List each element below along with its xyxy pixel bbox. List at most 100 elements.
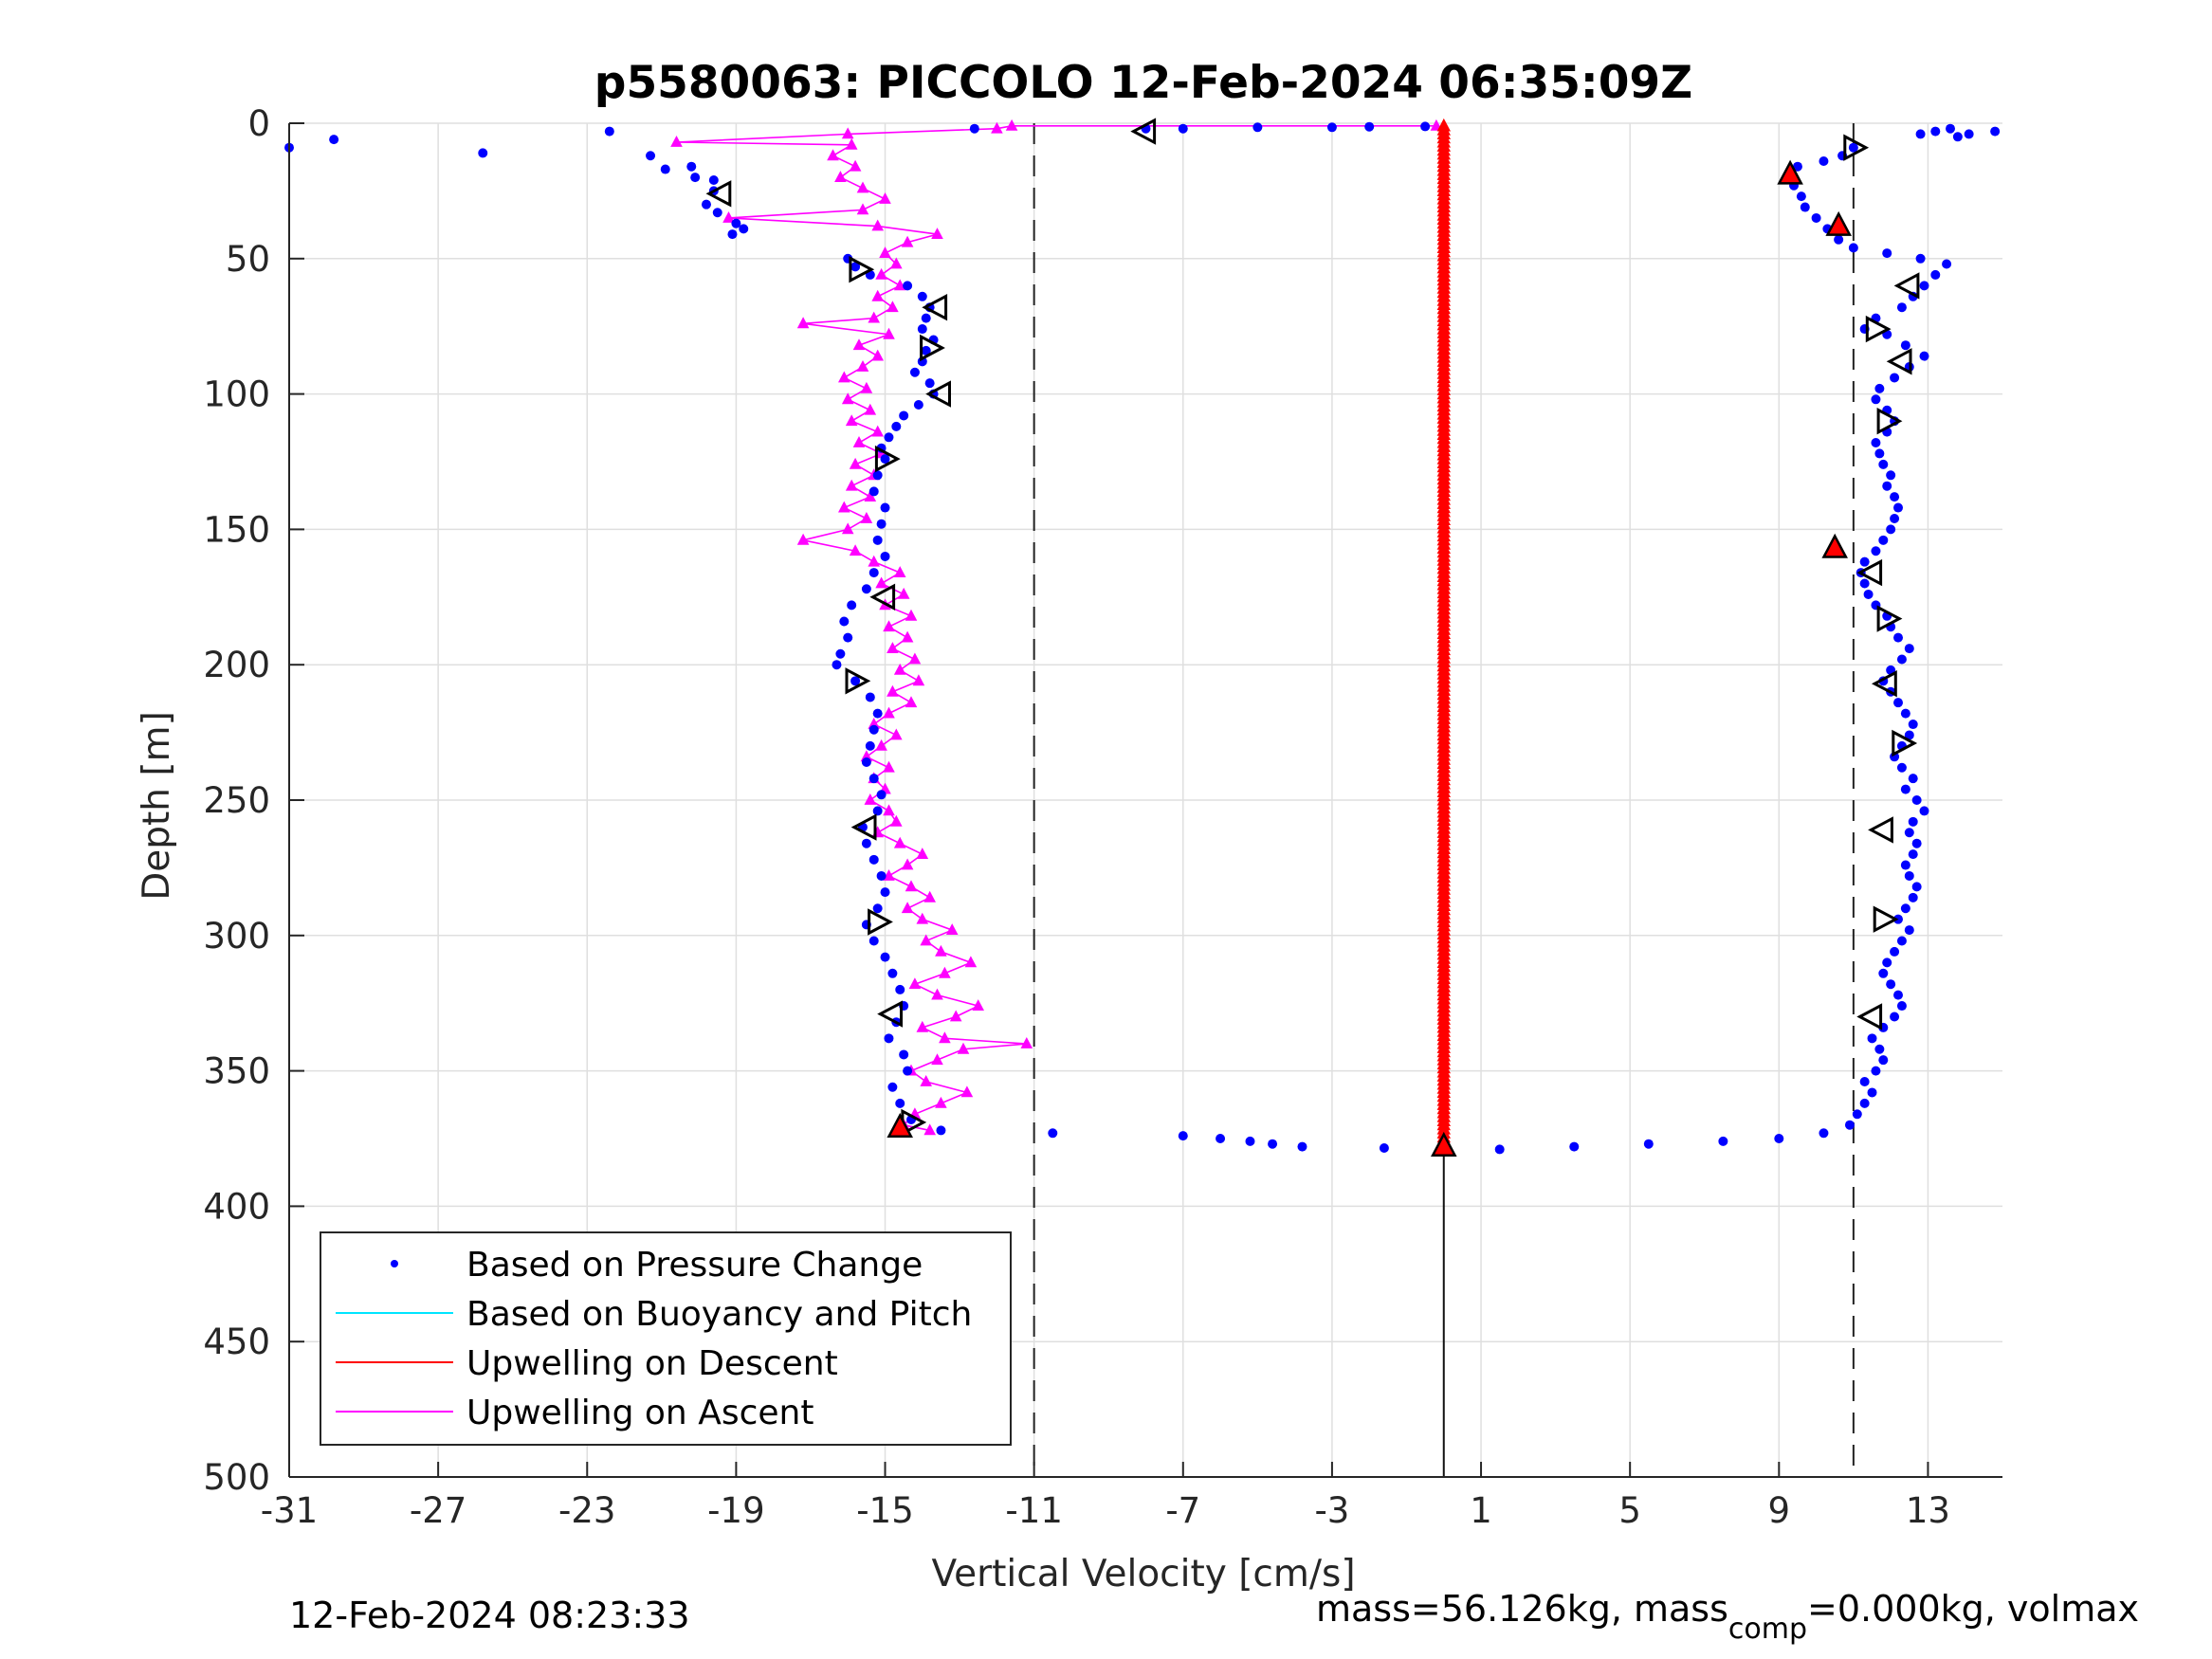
ascent-point (920, 934, 932, 946)
pressure-point (1908, 816, 1918, 827)
pressure-point (1946, 123, 1956, 134)
pressure-point (1859, 1098, 1870, 1108)
pressure-point (1882, 481, 1892, 491)
ascent-point (890, 257, 903, 269)
legend-box (320, 1231, 1012, 1446)
pressure-point (880, 502, 890, 513)
pressure-point (895, 984, 905, 994)
ascent-point (901, 235, 914, 247)
pressure-point (1904, 925, 1914, 936)
ascent-point (856, 360, 869, 372)
pressure-point (1326, 122, 1337, 133)
pressure-point (1871, 438, 1881, 448)
ascent-point (860, 512, 873, 523)
pressure-point (1930, 269, 1941, 280)
open-triangle-marker (1876, 408, 1903, 435)
x-tick-label: 9 (1768, 1490, 1791, 1531)
pressure-point (1890, 373, 1900, 383)
pressure-point (1494, 1144, 1505, 1155)
pressure-point (880, 454, 890, 465)
pressure-point (1844, 1120, 1855, 1130)
ascent-point (908, 977, 922, 990)
pressure-point (1718, 1136, 1728, 1146)
pressure-point (1871, 546, 1881, 556)
pressure-point (1893, 632, 1904, 643)
pressure-point (660, 164, 670, 174)
red-triangle-marker (887, 1112, 913, 1138)
ascent-point (890, 814, 903, 827)
ascent-point (991, 121, 1003, 134)
x-tick-label: -19 (707, 1490, 764, 1531)
ascent-point (834, 171, 847, 182)
y-tick-label: 450 (203, 1322, 270, 1362)
pressure-point (1863, 589, 1874, 599)
pressure-point (1379, 1142, 1389, 1153)
ascent-point (923, 1123, 936, 1136)
pressure-point (1900, 903, 1910, 914)
pressure-point (1896, 762, 1907, 773)
pressure-point (1252, 122, 1263, 133)
open-triangle-marker (874, 445, 901, 473)
mass-suffix: =0.000kg, volmax (1807, 1588, 2139, 1630)
ascent-point (897, 587, 910, 599)
ascent-point (841, 392, 854, 405)
open-triangle-marker (868, 908, 893, 936)
ascent-point (883, 706, 895, 719)
series-upwelling-on-ascent (670, 118, 1443, 1136)
pressure-point (1896, 654, 1907, 665)
pressure-point (1915, 129, 1926, 139)
pressure-point (921, 345, 931, 356)
ascent-point (908, 652, 922, 665)
x-tick-label: 1 (1470, 1490, 1492, 1531)
pressure-point (847, 600, 857, 611)
legend-label: Based on Pressure Change (466, 1246, 923, 1285)
pressure-point (1268, 1139, 1278, 1149)
ascent-point (931, 228, 943, 239)
pressure-point (1800, 202, 1810, 212)
ascent-point (670, 136, 683, 147)
pressure-point (868, 568, 879, 578)
ascent-point (916, 912, 929, 924)
ascent-point (931, 1053, 943, 1066)
open-triangle-marker (845, 667, 871, 695)
pressure-point (1908, 720, 1918, 730)
ascent-point (845, 479, 858, 491)
ascent-point (871, 219, 884, 231)
pressure-point (1900, 340, 1910, 351)
x-tick-label: -23 (558, 1490, 615, 1531)
pressure-point (1859, 578, 1870, 589)
ascent-point (901, 858, 914, 870)
pressure-point (1774, 1134, 1784, 1143)
pressure-point (1878, 968, 1889, 978)
red-triangle-marker (1777, 159, 1803, 185)
ascent-point (883, 327, 895, 339)
pressure-point (1859, 1077, 1870, 1087)
pressure-point (899, 1049, 909, 1060)
open-triangle-marker (849, 256, 875, 283)
ascent-point (883, 804, 895, 816)
pressure-point (1878, 459, 1889, 469)
pressure-point (1569, 1141, 1580, 1152)
pressure-point (1942, 259, 1952, 269)
ascent-point (949, 1010, 962, 1022)
open-triangle-marker (1892, 729, 1918, 757)
pressure-point (1890, 1012, 1900, 1022)
ascent-point (890, 728, 903, 740)
y-tick-label: 0 (247, 103, 270, 144)
ascent-point (868, 555, 880, 567)
pressure-point (839, 616, 850, 627)
pressure-point (1848, 243, 1858, 253)
pressure-point (843, 632, 853, 643)
pressure-point (646, 151, 656, 161)
open-triangle-marker (1843, 134, 1870, 161)
open-triangle-marker (920, 334, 945, 362)
ascent-point (827, 149, 839, 161)
pressure-point (478, 148, 488, 158)
pressure-point (1890, 492, 1900, 502)
x-tick-label: 13 (1906, 1490, 1950, 1531)
ascent-point (875, 738, 887, 751)
y-tick-label: 400 (203, 1186, 270, 1227)
x-axis-label: Vertical Velocity [cm/s] (931, 1553, 1355, 1595)
x-tick-label: 5 (1618, 1490, 1641, 1531)
ascent-point (852, 338, 866, 351)
